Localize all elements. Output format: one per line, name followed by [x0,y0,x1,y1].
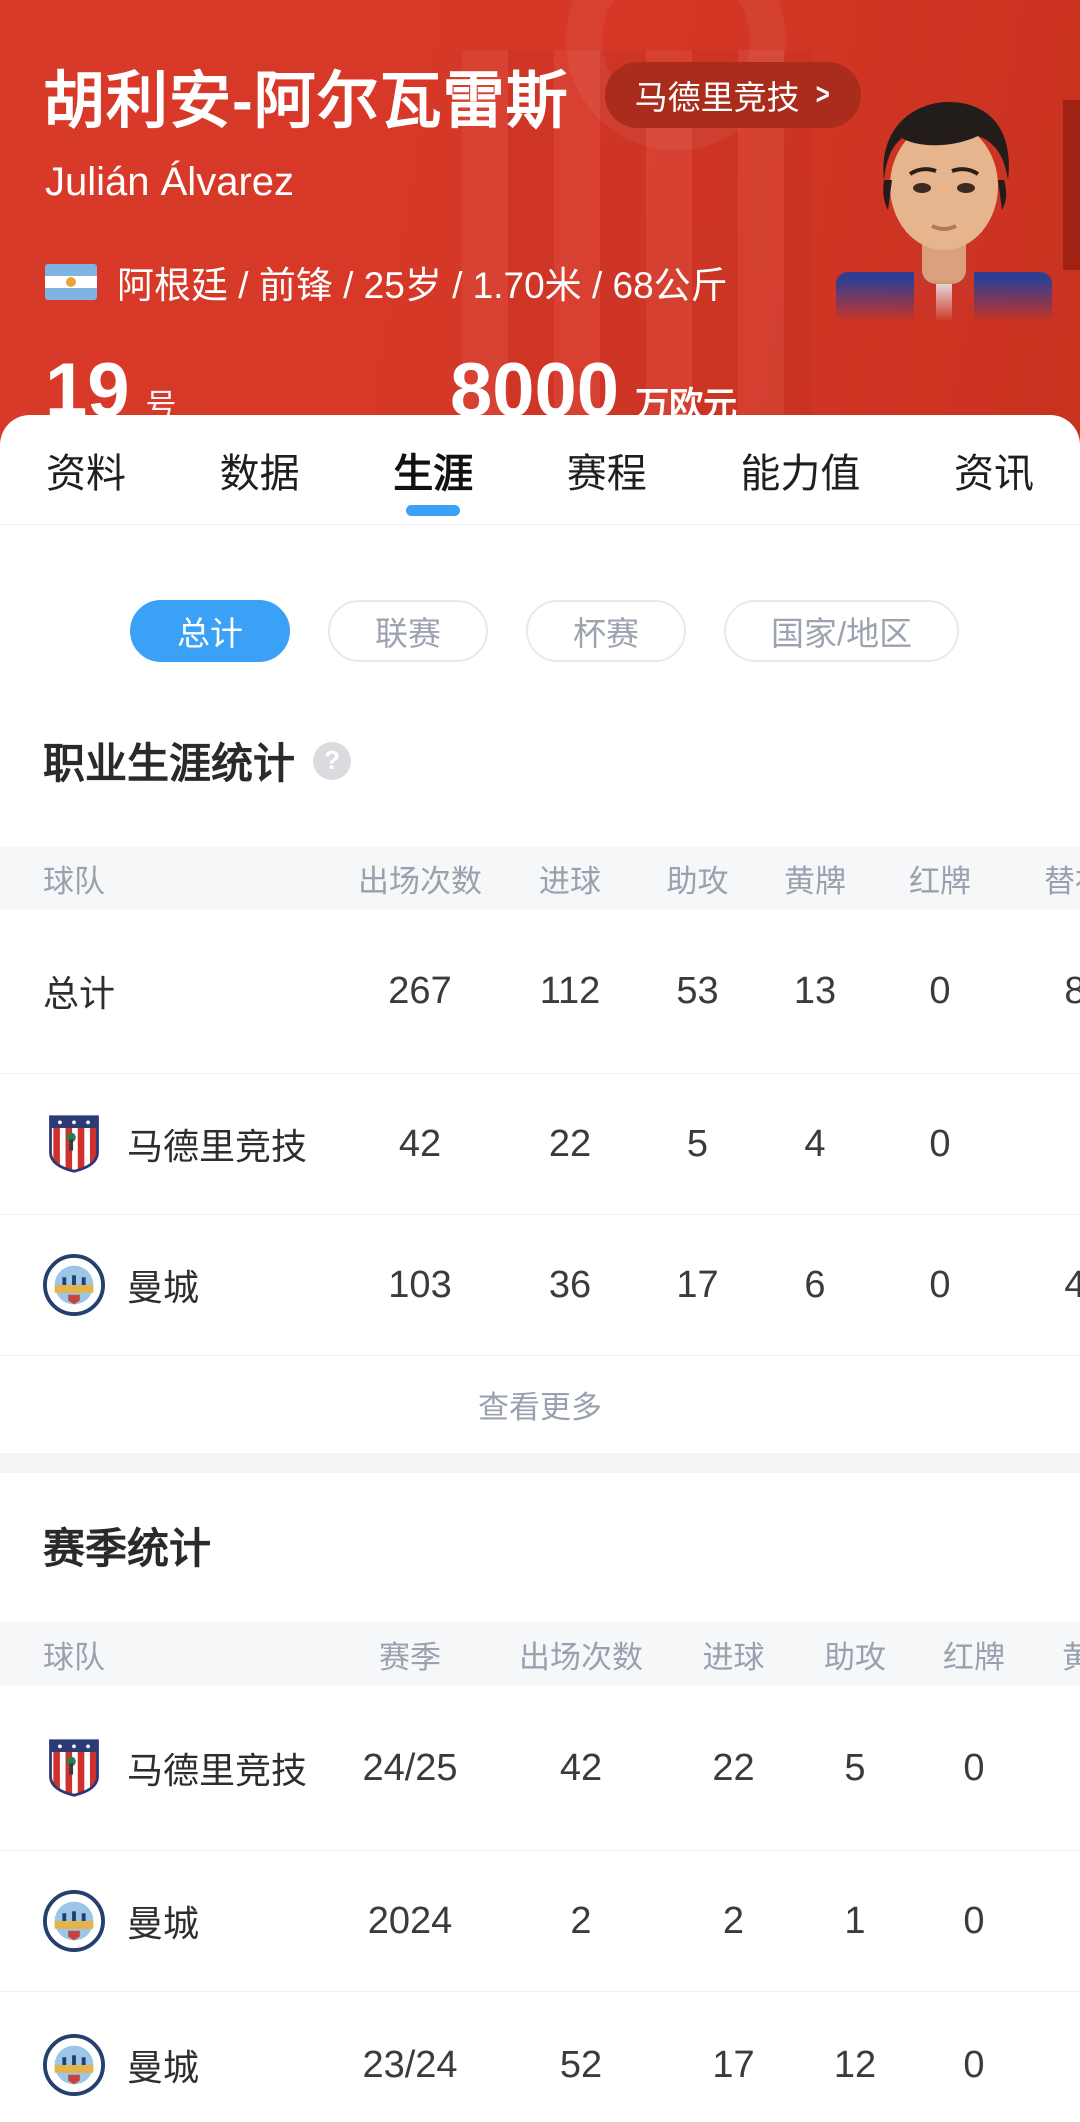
career-table: 球队 出场次数 进球 助攻 黄牌 红牌 替补 总计 267 112 53 13 … [0,791,1080,1453]
season-row-atletico-2425[interactable]: 马德里竞技 24/25 42 22 5 0 [0,1686,1080,1851]
argentina-flag-icon [45,264,97,300]
player-header: 胡利安-阿尔瓦雷斯 马德里竞技 > Julián Álvarez 阿根廷 / 前… [0,0,1080,487]
tab-career[interactable]: 生涯 [393,415,473,524]
career-section-title: 职业生涯统计 [43,740,296,787]
player-info-row: 阿根廷 / 前锋 / 25岁 / 1.70米 / 68公斤 [45,255,1080,309]
team-logo-atletico-icon [43,1113,105,1175]
team-badge-label: 马德里竞技 [634,79,800,116]
tab-profile[interactable]: 资料 [46,451,126,496]
season-table-header: 球队 赛季 出场次数 进球 助攻 红牌 黄牌 [0,1622,1080,1686]
player-info-line: 阿根廷 / 前锋 / 25岁 / 1.70米 / 68公斤 [117,265,728,306]
career-section-header: 职业生涯统计 ? [43,730,1080,791]
career-row-mancity[interactable]: 曼城 103 36 17 6 0 4 [0,1215,1080,1356]
team-logo-mancity-icon [43,1890,105,1952]
tab-data[interactable]: 数据 [219,451,300,496]
career-row-atletico[interactable]: 马德里竞技 42 22 5 4 0 [0,1074,1080,1215]
season-row-mancity-2324[interactable]: 曼城 23/24 52 17 12 0 [0,1992,1080,2122]
tab-bar: 资料 数据 生涯 赛程 能力值 资讯 [0,415,1080,525]
career-table-header: 球队 出场次数 进球 助攻 黄牌 红牌 替补 [0,847,1080,909]
content-card: 资料 数据 生涯 赛程 能力值 资讯 总计 联赛 杯赛 国家/地区 职业生涯统计… [0,415,1080,2122]
chevron-right-icon: > [815,78,830,111]
career-row-total[interactable]: 总计 267 112 53 13 0 8 [0,909,1080,1074]
filter-total[interactable]: 总计 [130,600,290,662]
team-badge-button[interactable]: 马德里竞技 > [604,62,862,128]
tab-news[interactable]: 资讯 [953,451,1034,496]
tab-schedule[interactable]: 赛程 [566,451,647,496]
view-more-button[interactable]: 查看更多 [478,1390,602,1425]
player-name-row: 胡利安-阿尔瓦雷斯 马德里竞技 > [0,0,1080,140]
player-name-latin: Julián Álvarez [45,160,295,204]
team-logo-atletico-icon [43,1737,105,1799]
filter-national[interactable]: 国家/地区 [724,600,960,662]
season-section-title: 赛季统计 [43,1525,212,1572]
season-row-mancity-2024[interactable]: 曼城 2024 2 2 1 0 [0,1851,1080,1992]
player-photo [836,102,1052,322]
competition-filters: 总计 联赛 杯赛 国家/地区 [130,600,1080,662]
section-divider [0,1453,1080,1473]
active-tab-indicator [406,505,461,516]
help-icon[interactable]: ? [313,741,352,780]
team-logo-mancity-icon [43,1254,105,1316]
filter-league[interactable]: 联赛 [328,600,488,662]
tab-rating[interactable]: 能力值 [740,451,861,496]
player-name: 胡利安-阿尔瓦雷斯 [43,67,569,136]
crest-watermark-edge [1063,100,1080,270]
filter-cup[interactable]: 杯赛 [526,600,686,662]
season-table: 球队 赛季 出场次数 进球 助攻 红牌 黄牌 [0,1576,1080,2122]
team-logo-mancity-icon [43,2034,105,2096]
